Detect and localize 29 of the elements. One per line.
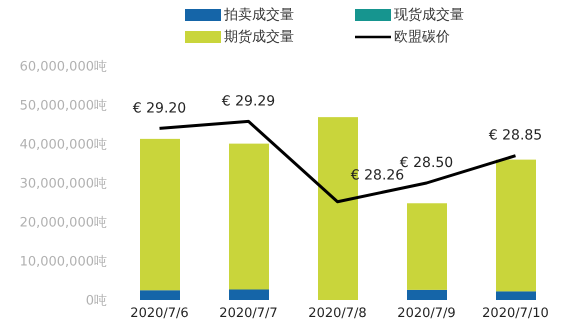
x-tick-label: 2020/7/10 — [482, 306, 549, 322]
data-label: € 29.29 — [222, 93, 276, 110]
bar — [229, 289, 269, 300]
y-tick-label: 30,000,000吨 — [20, 176, 107, 192]
bar — [318, 117, 358, 300]
y-tick-label: 10,000,000吨 — [20, 254, 107, 270]
legend-label: 期货成交量 — [224, 28, 294, 46]
data-label: € 29.20 — [132, 100, 186, 116]
data-label: € 28.85 — [488, 128, 542, 144]
legend-label: 欧盟碳价 — [394, 28, 450, 46]
bar — [140, 138, 180, 290]
x-tick-label: 2020/7/6 — [130, 306, 189, 322]
x-tick-label: 2020/7/7 — [219, 306, 278, 322]
bar — [407, 290, 447, 300]
bar — [407, 203, 447, 290]
y-tick-label: 40,000,000吨 — [20, 138, 107, 153]
x-tick-label: 2020/7/9 — [397, 306, 456, 322]
bar — [496, 160, 536, 292]
y-tick-label: 20,000,000吨 — [20, 216, 107, 231]
y-tick-label: 50,000,000吨 — [20, 98, 107, 114]
bar — [496, 291, 536, 300]
legend-label: 拍卖成交量 — [224, 6, 294, 24]
legend-label: 现货成交量 — [394, 6, 464, 24]
y-tick-label: 60,000,000吨 — [20, 60, 107, 75]
x-tick-label: 2020/7/8 — [308, 306, 367, 322]
data-label: € 28.50 — [400, 155, 454, 171]
bar — [229, 144, 269, 290]
y-tick-label: 0吨 — [86, 294, 107, 309]
bar — [140, 290, 180, 300]
